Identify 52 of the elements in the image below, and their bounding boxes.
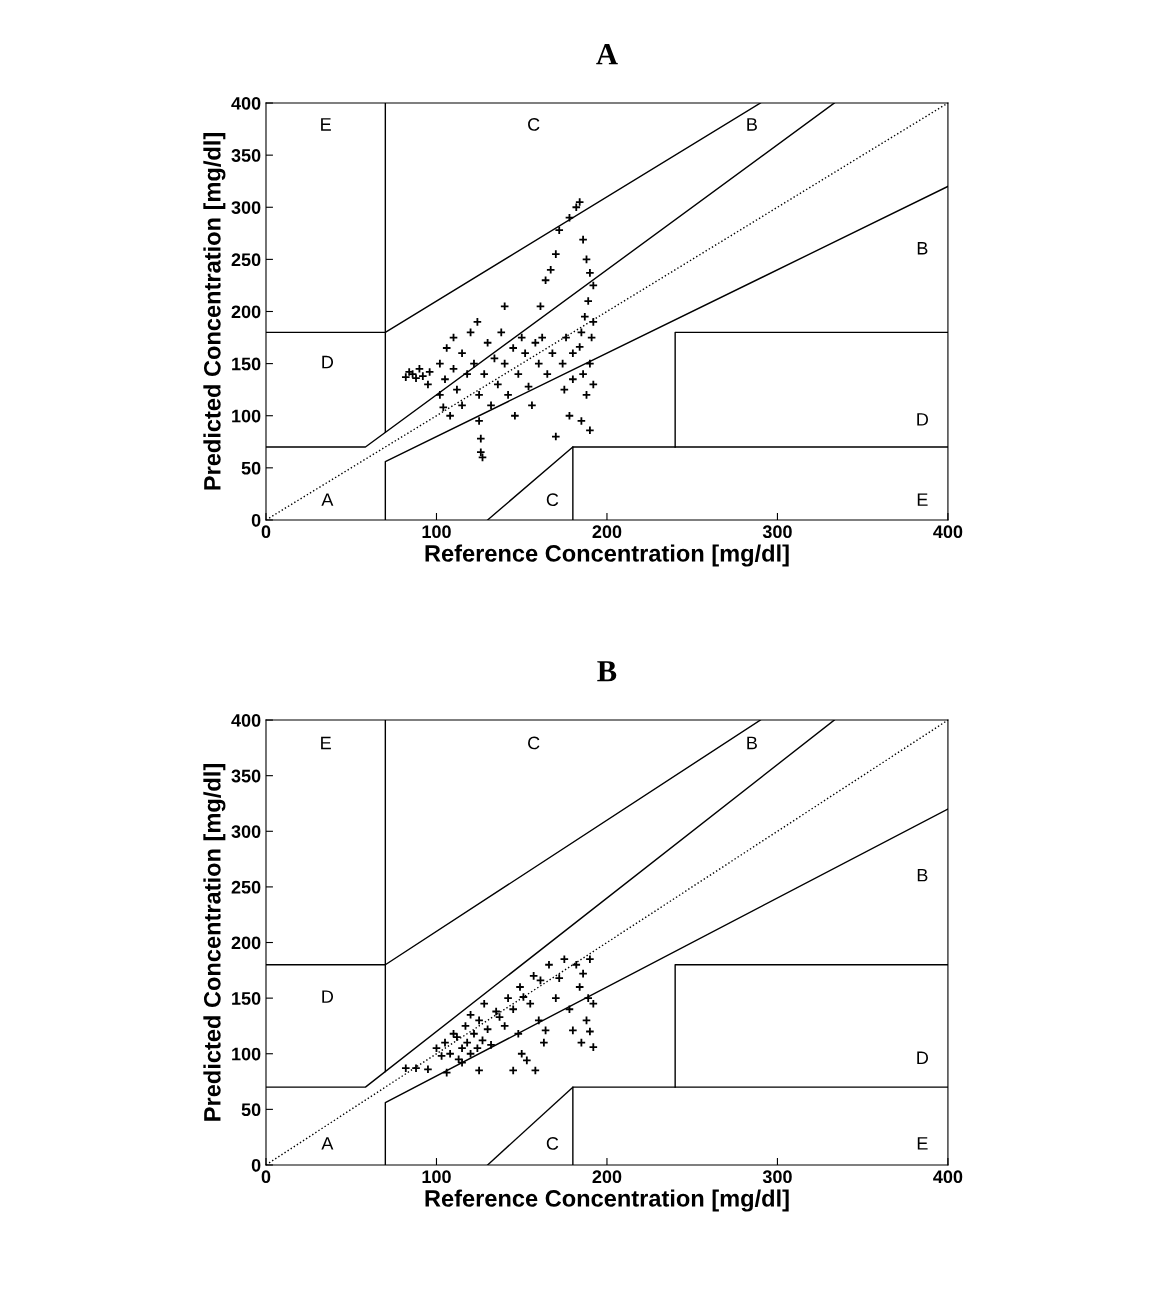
x-tick-label: 300 — [762, 525, 792, 539]
chart-title: A — [596, 43, 618, 65]
y-tick-label: 200 — [231, 305, 261, 319]
annotation: D — [322, 355, 334, 369]
y-tick-label: 250 — [231, 253, 261, 267]
y-tick-label: 350 — [231, 769, 261, 783]
y-tick-label: 300 — [231, 201, 261, 215]
y-tick-label: 250 — [231, 880, 261, 894]
y-tick-label: 50 — [241, 461, 261, 475]
x-tick-label: 200 — [592, 1170, 622, 1184]
annotation: E — [917, 1137, 928, 1150]
annotation: E — [321, 736, 331, 750]
y-tick-label: 100 — [232, 409, 261, 423]
annotation: C — [546, 1137, 559, 1150]
x-tick-label: 300 — [762, 1170, 792, 1184]
x-tick-label: 400 — [933, 525, 963, 539]
x-tick-label: 100 — [422, 525, 451, 539]
x-tick-label: 400 — [933, 1170, 963, 1184]
x-axis-title: Reference Concentration [mg/dl] — [425, 1189, 789, 1212]
x-tick-label: 100 — [422, 1170, 451, 1184]
y-axis-title: Predicted Concentration [mg/dl] — [203, 764, 226, 1121]
y-tick-label: 350 — [231, 149, 261, 162]
x-tick-label: 0 — [261, 525, 271, 539]
chart-title: B — [597, 661, 617, 682]
x-tick-label: 0 — [261, 1170, 271, 1184]
y-tick-label: 200 — [231, 936, 261, 950]
annotation: D — [917, 413, 929, 426]
x-tick-label: 200 — [592, 525, 622, 539]
annotation: D — [917, 1051, 929, 1064]
y-axis-title: Predicted Concentration [mg/dl] — [203, 133, 226, 490]
y-tick-label: 0 — [251, 513, 261, 527]
annotation: A — [321, 1137, 334, 1150]
y-tick-label: 400 — [231, 713, 261, 727]
y-tick-label: 100 — [232, 1047, 261, 1061]
annotation: E — [917, 493, 928, 506]
annotation: B — [917, 242, 928, 255]
annotation: A — [321, 493, 334, 506]
y-tick-label: 0 — [251, 1158, 261, 1172]
annotation: C — [528, 118, 540, 131]
annotation: B — [747, 736, 757, 750]
annotation: D — [322, 990, 334, 1003]
annotation: E — [321, 118, 331, 131]
annotation: B — [917, 868, 928, 882]
annotation: B — [747, 118, 757, 131]
y-tick-label: 150 — [232, 992, 261, 1005]
annotation: C — [528, 736, 540, 750]
y-tick-label: 400 — [231, 96, 261, 110]
y-tick-label: 300 — [231, 825, 261, 839]
x-axis-title: Reference Concentration [mg/dl] — [425, 544, 789, 567]
annotation: C — [546, 493, 559, 507]
y-tick-label: 50 — [241, 1103, 261, 1117]
y-tick-label: 150 — [232, 357, 261, 371]
